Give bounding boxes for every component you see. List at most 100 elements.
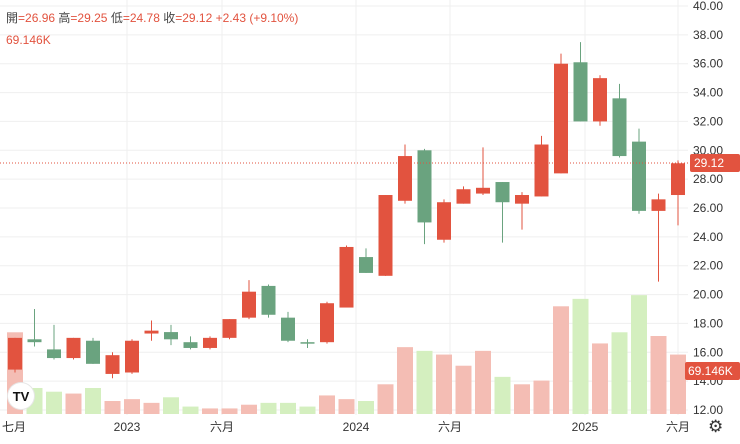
candle-body [86,340,100,364]
candle-body [8,337,22,370]
candle-body [398,156,412,201]
price-candles [8,42,685,379]
candle-body [593,78,607,122]
volume-bar [241,404,257,414]
candle-body [27,339,42,343]
candle-body [651,199,666,211]
change-value: +2.43 (+9.10%) [215,11,299,25]
time-tick-label: 2025 [572,420,599,434]
price-tick-label: 26.00 [693,201,723,215]
candle-body [476,187,490,194]
volume-bar [280,402,296,414]
price-tick-label: 28.00 [693,172,723,186]
candle-body [417,150,432,223]
volume-bar [553,306,569,414]
price-tick-label: 30.00 [693,143,723,157]
close-value: =29.12 [175,11,213,25]
candle-body [378,195,393,276]
volume-bar [436,354,452,414]
candle-body [339,246,354,308]
candle-body [573,62,588,122]
volume-bar [221,408,238,414]
candle-body [671,163,685,196]
gear-icon[interactable]: ⚙ [708,417,724,436]
volume-bar [338,399,355,414]
candle-body [554,63,568,174]
candle-body [495,182,510,203]
volume-bars [7,295,686,414]
last-volume-badge [685,362,740,380]
volume-bar [611,332,628,414]
volume-bar [104,401,121,414]
candle-body [456,189,471,204]
candle-body [300,342,315,344]
volume-bar [85,388,101,414]
volume-bar [377,384,394,414]
volume-bar [124,399,140,414]
price-tick-label: 18.00 [693,316,723,330]
volume-bar [182,406,199,414]
time-tick-label: 2024 [343,420,370,434]
candle-body [66,337,81,359]
price-tick-label: 24.00 [693,230,723,244]
candle-body [612,98,627,157]
volume-bar [65,393,82,414]
candle-body [261,285,276,315]
candle-body [632,141,646,211]
price-tick-label: 32.00 [693,114,723,128]
candle-body [242,291,256,318]
volume-bar [143,402,160,414]
low-label: 低 [110,11,123,25]
volume-legend: 69.146K [6,33,51,47]
volume-bar [397,347,413,414]
candle-body [281,317,295,341]
volume-bar [670,354,686,414]
candle-body [515,195,529,204]
volume-bar [260,402,277,414]
candle-body [105,355,120,374]
price-tick-label: 16.00 [693,345,723,359]
volume-bar [163,397,179,414]
volume-bar [631,295,647,414]
high-label: 高 [58,11,71,25]
volume-bar [299,406,316,414]
volume-bar [416,350,433,414]
ohlc-legend: 開=26.96 高=29.25 低=24.78 收=29.12 +2.43 (+… [6,9,298,26]
candle-body [203,337,217,348]
time-tick-label: 六月 [666,420,690,434]
tradingview-logo[interactable]: TV [8,383,34,409]
volume-bar [455,365,472,414]
last-price-badge [690,153,740,172]
price-tick-label: 40.00 [693,0,723,13]
high-value: =29.25 [70,11,108,25]
price-tick-label: 38.00 [693,28,723,42]
candle-body [534,144,549,197]
price-tick-label: 36.00 [693,57,723,71]
price-tick-label: 34.00 [693,86,723,100]
candle-body [125,340,139,373]
time-axis: 七月 2023 六月 2024 六月 2025 六月 [2,420,690,434]
low-value: =24.78 [122,11,160,25]
volume-bar [46,391,62,414]
candle-body [359,257,373,273]
volume-bar [533,380,550,414]
close-label: 收 [163,11,176,25]
price-axis: 12.0014.0016.0018.0020.0022.0024.0026.00… [693,0,723,417]
volume-bar [514,384,530,414]
volume-bar [358,401,374,414]
volume-bar [650,336,667,414]
time-tick-label: 2023 [114,420,141,434]
volume-bar [475,350,491,414]
candle-body [320,303,334,343]
candle-body [437,202,451,240]
candle-body [164,332,178,340]
candle-body [47,349,61,359]
open-value: =26.96 [18,11,56,25]
candle-body [183,342,198,348]
volume-bar [572,298,589,414]
time-tick-label: 六月 [438,420,462,434]
time-tick-label: 七月 [2,420,26,434]
last-price-label: 29.12 [694,156,724,170]
